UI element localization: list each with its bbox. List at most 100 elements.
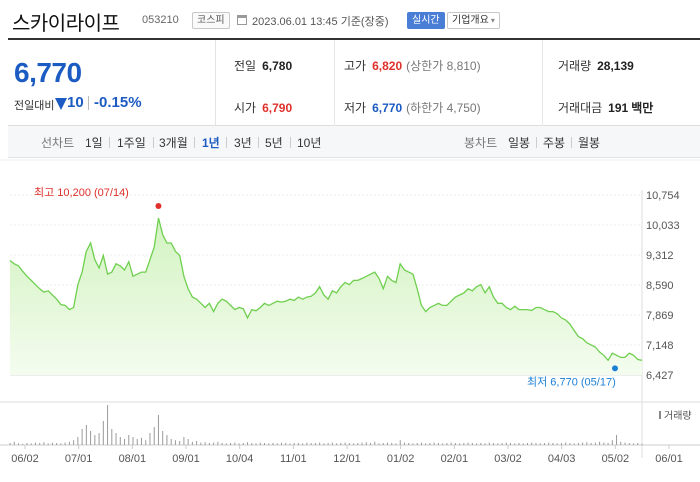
volume-bar <box>187 439 189 445</box>
x-tick-label: 03/02 <box>494 453 522 465</box>
prev-close: 전일 6,780 <box>234 57 292 74</box>
volume-bar <box>200 442 202 445</box>
x-tick-label: 02/01 <box>441 453 469 465</box>
volume-bar <box>276 443 278 445</box>
volume-bar <box>306 442 308 445</box>
candle-daily[interactable]: 일봉 <box>508 136 531 150</box>
volume-bar <box>234 442 236 445</box>
volume-bar <box>107 405 109 445</box>
volume-bar <box>543 443 545 445</box>
volume-bar <box>111 429 113 445</box>
column-divider <box>334 40 335 126</box>
volume-bar <box>501 443 503 445</box>
volume-bar <box>433 442 435 445</box>
volume-bar <box>480 443 482 445</box>
company-overview-label: 기업개요 <box>452 15 489 26</box>
volume-bar <box>463 443 465 445</box>
volume-bar <box>145 440 147 445</box>
volume-bar <box>531 442 533 445</box>
volume-bar <box>514 443 516 445</box>
period-1y[interactable]: 1년 <box>202 136 220 150</box>
volume-bar <box>310 443 312 445</box>
y-tick-label: 7,148 <box>646 340 674 352</box>
period-10y[interactable]: 10년 <box>297 136 322 150</box>
volume-bar <box>450 442 452 445</box>
low-label: 저가 <box>344 101 367 115</box>
volume-bar <box>331 442 333 445</box>
volume-bar <box>505 442 507 445</box>
price-chart[interactable]: 10,754 10,033 9,312 8,590 7,869 7,148 6,427 최고… <box>0 158 700 482</box>
volume-bar <box>603 442 605 445</box>
volume-bar <box>43 442 45 445</box>
volume-bar <box>357 443 359 445</box>
volume-bar <box>30 443 32 445</box>
line-chart-title: 선차트 <box>41 136 75 150</box>
volume-bar <box>119 437 121 445</box>
volume-bar <box>442 443 444 445</box>
candle-weekly[interactable]: 주봉 <box>543 136 566 150</box>
y-tick-label: 6,427 <box>646 370 674 382</box>
period-1d[interactable]: 1일 <box>85 136 103 150</box>
volume-bar <box>191 441 193 445</box>
stock-code: 053210 <box>142 14 179 26</box>
volume-bar <box>225 443 227 445</box>
period-3m[interactable]: 3개월 <box>159 136 188 150</box>
volume-bar <box>599 441 601 445</box>
market-badge: 코스피 <box>192 12 230 29</box>
volume-bar <box>471 443 473 445</box>
x-tick-label: 06/01 <box>655 453 683 465</box>
company-overview-button[interactable]: 기업개요 ▾ <box>447 12 500 29</box>
volume-bar <box>412 443 414 445</box>
volume-bar <box>374 441 376 445</box>
volume-bar <box>518 443 520 445</box>
period-5y[interactable]: 5년 <box>265 136 283 150</box>
period-3y[interactable]: 3년 <box>234 136 252 150</box>
volume-bar <box>616 435 618 445</box>
volume-bar <box>302 443 304 445</box>
candle-monthly[interactable]: 월봉 <box>578 136 601 150</box>
volume-bar <box>255 443 257 445</box>
price-summary: 6,770 전일대비 10 -0.15% 전일 6,780 시가 6,790 고가 6… <box>8 38 700 126</box>
volume-bar <box>459 443 461 445</box>
volume-bar <box>594 442 596 445</box>
volume-bar <box>280 442 282 445</box>
volume-bar <box>467 442 469 445</box>
volume-bar <box>437 443 439 445</box>
volume-bar <box>319 442 321 445</box>
volume-bar <box>399 440 401 445</box>
x-tick-label: 04/03 <box>548 453 576 465</box>
volume-bar <box>77 437 79 445</box>
volume-bar <box>497 443 499 445</box>
volume-bar <box>387 442 389 445</box>
volume-bar <box>149 433 151 445</box>
volume-bar <box>340 443 342 445</box>
volume-bar <box>102 421 104 445</box>
volume-bar <box>217 441 219 445</box>
volume-bar <box>34 442 36 445</box>
volume-bar <box>425 443 427 445</box>
turnover-label: 거래대금 <box>558 101 603 115</box>
volume-bar <box>94 435 96 445</box>
realtime-button[interactable]: 실시간 <box>407 12 445 29</box>
volume-bar <box>179 441 181 445</box>
prev-close-value: 6,780 <box>262 59 293 73</box>
volume-bar <box>263 443 265 445</box>
volume-bar <box>522 443 524 445</box>
volume-bar <box>454 443 456 445</box>
volume-bar <box>136 439 138 445</box>
volume-bar <box>416 443 418 445</box>
volume-bar <box>420 442 422 445</box>
change-divider <box>88 96 89 110</box>
volume-bar <box>624 442 626 445</box>
volume-bar <box>577 443 579 445</box>
period-1w[interactable]: 1주일 <box>117 136 146 150</box>
volume-bar <box>98 433 100 445</box>
volume-bar <box>582 442 584 445</box>
change-label: 전일대비 <box>14 100 55 112</box>
volume-bar <box>26 443 28 445</box>
volume-bar <box>47 443 49 445</box>
low-value: 6,770 <box>372 101 403 115</box>
volume-bar <box>64 442 66 445</box>
max-label: 최고 10,200 (07/14) <box>34 186 129 199</box>
column-divider <box>542 40 543 126</box>
